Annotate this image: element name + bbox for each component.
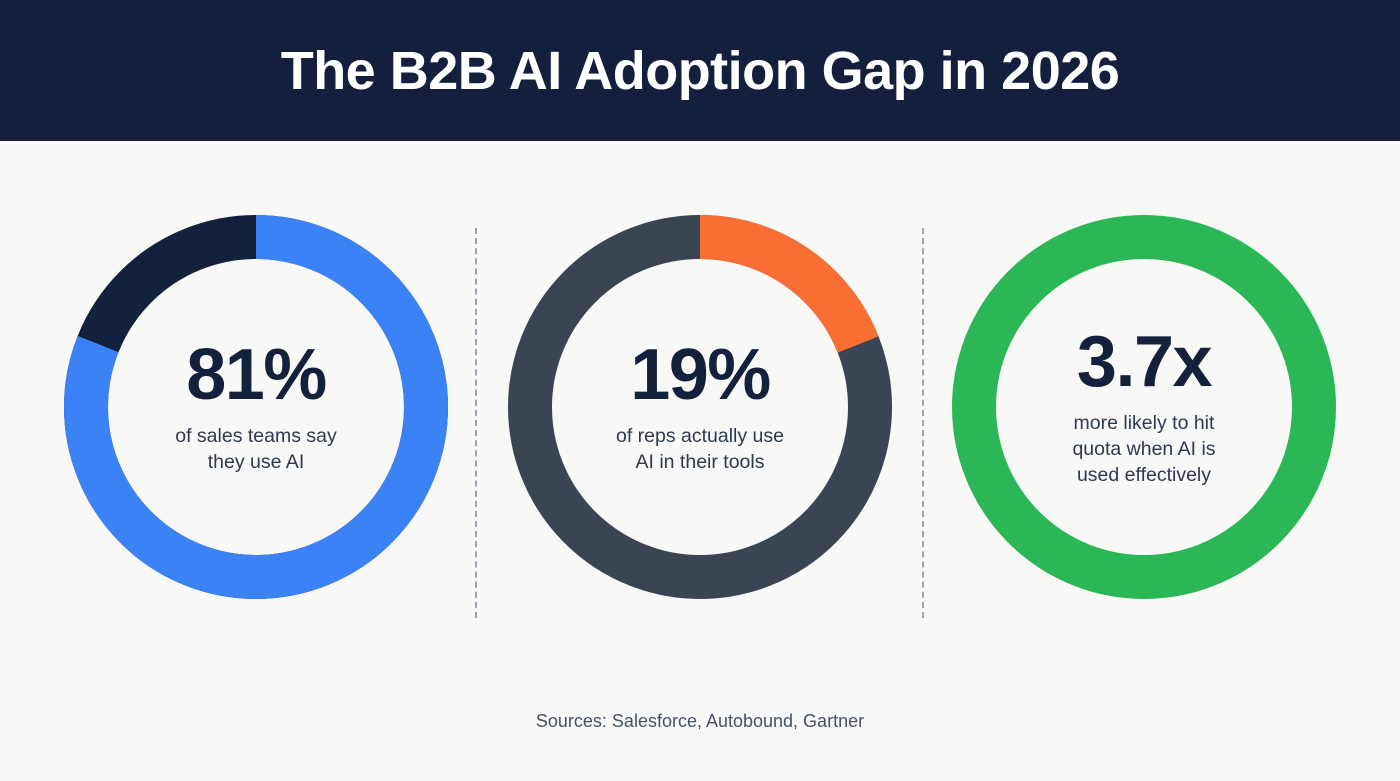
header-banner: The B2B AI Adoption Gap in 2026 [0, 0, 1400, 141]
donut-center-label-2: 3.7x more likely to hit quota when AI is… [1004, 267, 1284, 547]
stat-caption-1-line1: of reps actually use [615, 424, 784, 447]
stat-caption-0: of sales teams say they use AI [175, 423, 336, 476]
donut-center-label-1: 19% of reps actually use AI in their too… [560, 267, 840, 547]
stat-caption-2: more likely to hit quota when AI is used… [1072, 410, 1215, 489]
stat-value-0: 81% [186, 334, 327, 415]
divider-2 [922, 228, 924, 618]
stat-caption-1: of reps actually use AI in their tools [616, 423, 784, 476]
donut-chart-81 [64, 215, 448, 599]
donut-chart-37x [952, 215, 1336, 599]
footer: Sources: Salesforce, Autobound, Gartner [0, 711, 1400, 732]
stat-caption-0-line1: of sales teams say [175, 424, 337, 447]
stat-caption-0-line2: they use AI [207, 451, 305, 473]
donut-chart-19 [508, 215, 892, 599]
stats-row: 81% of sales teams say they use AI 19% o… [0, 141, 1400, 661]
donut-track-2 [952, 215, 1336, 599]
donut-arc-0 [64, 215, 448, 599]
stat-card-sales-teams: 81% of sales teams say they use AI [64, 215, 448, 599]
stat-card-reps-usage: 19% of reps actually use AI in their too… [508, 215, 892, 599]
stat-card-quota-multiplier: 3.7x more likely to hit quota when AI is… [952, 215, 1336, 599]
donut-arc-1 [508, 215, 892, 599]
page-title: The B2B AI Adoption Gap in 2026 [280, 40, 1120, 101]
infographic-canvas: 81% of sales teams say they use AI 19% o… [0, 141, 1400, 781]
stat-value-2: 3.7x [1076, 321, 1213, 402]
stat-caption-2-line2: quota when AI is [1072, 437, 1216, 460]
divider-1 [475, 228, 477, 618]
donut-center-label-0: 81% of sales teams say they use AI [116, 267, 396, 547]
stat-value-1: 19% [630, 334, 771, 415]
stat-caption-1-line2: AI in their tools [635, 451, 765, 473]
sources-text: Sources: Salesforce, Autobound, Gartner [535, 711, 865, 731]
stat-caption-2-line1: more likely to hit [1073, 411, 1215, 434]
stat-caption-2-line3: used effectively [1076, 464, 1212, 487]
